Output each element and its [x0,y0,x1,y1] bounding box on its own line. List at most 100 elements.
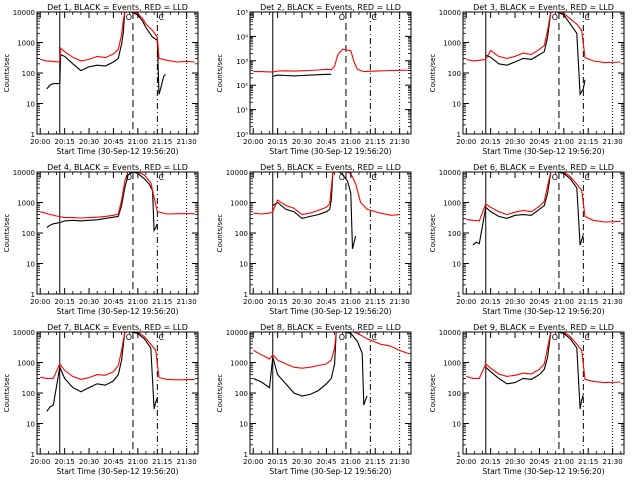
x-tick-label: 20:00 [456,138,476,146]
x-tick-label: 20:00 [30,138,50,146]
x-tick-label: 20:15 [481,458,501,466]
x-axis-label: Start Time (30-Sep-12 19:56:20) [483,467,605,476]
y-tick-label: 10 [452,101,461,109]
x-tick-label: 21:30 [177,138,197,146]
x-axis-label: Start Time (30-Sep-12 19:56:20) [270,147,392,156]
y-tick-label: 100 [235,230,248,238]
y-tick-label: 100 [22,390,35,398]
x-tick-label: 21:00 [341,298,361,306]
flare-marker: C [585,13,591,22]
x-axis-label: Start Time (30-Sep-12 19:56:20) [57,307,179,316]
x-tick-label: 20:15 [481,298,501,306]
plot-frame [36,331,199,455]
x-tick-label: 20:30 [292,458,312,466]
x-tick-label: 21:30 [177,458,197,466]
plot-frame [36,171,199,295]
panel-title: Det 2, BLACK = Events, RED = LLD [260,3,401,12]
series-line-events [485,12,586,97]
x-tick-label: 21:00 [554,298,574,306]
y-tick-label: 1000 [17,40,35,48]
panel-title: Det 5, BLACK = Events, RED = LLD [260,163,401,172]
flare-marker: C [159,173,165,182]
x-axis-label: Start Time (30-Sep-12 19:56:20) [483,147,605,156]
x-tick-label: 20:00 [243,298,263,306]
x-tick-label: 20:45 [103,138,123,146]
y-tick-label: 100 [22,230,35,238]
x-tick-label: 21:00 [554,458,574,466]
series-line-events [46,332,158,412]
y-axis-label: Counts/sec [429,214,437,253]
y-tick-label: 10000 [13,169,35,177]
panel-title: Det 8, BLACK = Events, RED = LLD [260,323,401,332]
series-line-lld [40,172,195,219]
x-tick-label: 21:15 [365,458,385,466]
detector-panel: 1 10 100 1000 10000 20:00 20:15 20:30 20:45 21:00… [429,3,625,156]
x-tick-label: 20:30 [79,298,99,306]
x-tick-label: 20:30 [292,298,312,306]
x-tick-label: 20:15 [268,458,288,466]
x-axis-label: Start Time (30-Sep-12 19:56:20) [57,147,179,156]
y-tick-label: 1000 [443,360,461,368]
series-line-events [472,172,584,246]
flare-marker: C [372,333,378,342]
y-tick-label: 1 [244,291,248,299]
y-tick-label: 1 [457,291,461,299]
x-tick-label: 20:00 [30,298,50,306]
y-axis-label: Counts/sec [216,214,224,253]
y-tick-label: 1 [31,291,35,299]
series-line-lld [466,12,621,64]
y-tick-label: 10 [452,421,461,429]
x-tick-label: 21:30 [603,298,623,306]
series-line-lld [466,172,621,223]
x-tick-label: 21:00 [554,138,574,146]
y-tick-label: 1 [31,451,35,459]
y-tick-label: 10 [26,421,35,429]
x-tick-label: 21:30 [390,458,410,466]
x-tick-label: 20:15 [55,458,75,466]
y-tick-label: 10 [452,261,461,269]
x-tick-label: 20:30 [292,138,312,146]
x-tick-label: 20:30 [505,298,525,306]
y-tick-label: 10000 [226,329,248,337]
x-tick-label: 21:00 [341,458,361,466]
y-tick-label: 10¹ [236,107,248,115]
panel-title: Det 7, BLACK = Events, RED = LLD [47,323,188,332]
y-tick-label: 1 [31,131,35,139]
flare-marker: C [585,173,591,182]
plot-frame [462,171,625,295]
series-line-lld [40,12,195,63]
flare-marker: O [552,173,558,182]
y-tick-label: 10⁴ [236,33,248,41]
x-tick-label: 20:00 [456,298,476,306]
x-tick-label: 20:45 [316,298,336,306]
flare-marker: C [159,333,165,342]
y-tick-label: 10000 [439,9,461,17]
x-tick-label: 21:15 [152,298,172,306]
panel-title: Det 4, BLACK = Events, RED = LLD [47,163,188,172]
y-tick-label: 10² [236,82,248,90]
x-tick-label: 20:45 [529,138,549,146]
y-tick-label: 1000 [17,360,35,368]
plot-frame [249,171,412,295]
y-tick-label: 10 [26,261,35,269]
flare-marker: C [585,333,591,342]
x-tick-label: 21:15 [578,138,598,146]
x-tick-label: 20:00 [456,458,476,466]
detector-panel: 10⁰ 10¹ 10² 10³ 10⁴ 10⁵ 20:00 20:15 20:30 20:45 21… [216,3,412,156]
flare-marker: C [372,173,378,182]
flare-marker: O [126,333,132,342]
x-tick-label: 20:30 [505,458,525,466]
y-tick-label: 10000 [439,329,461,337]
y-axis-label: Counts/sec [216,374,224,413]
y-tick-label: 1000 [443,200,461,208]
x-axis-label: Start Time (30-Sep-12 19:56:20) [57,467,179,476]
plot-frame [249,331,412,455]
x-tick-label: 20:00 [243,458,263,466]
x-tick-label: 21:15 [152,458,172,466]
x-axis-label: Start Time (30-Sep-12 19:56:20) [270,307,392,316]
x-tick-label: 21:30 [603,458,623,466]
series-line-events [253,332,368,406]
x-tick-label: 20:45 [529,458,549,466]
y-tick-label: 10⁰ [236,131,248,139]
y-tick-label: 10000 [226,169,248,177]
